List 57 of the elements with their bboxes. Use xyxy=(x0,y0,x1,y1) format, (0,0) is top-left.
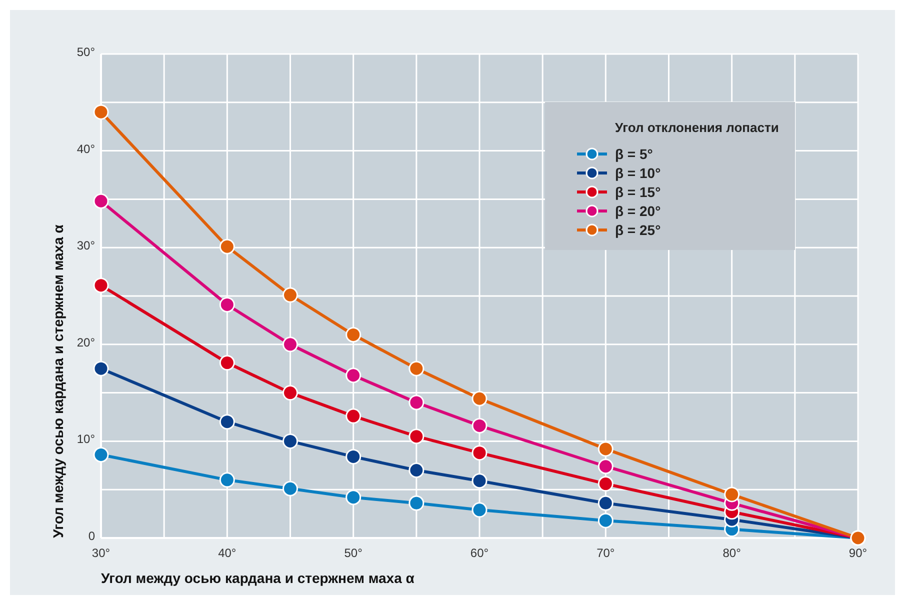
y-tick-label: 40° xyxy=(76,142,96,156)
point xyxy=(219,355,235,371)
legend-label: β = 10° xyxy=(615,165,661,181)
point xyxy=(93,278,109,294)
point xyxy=(598,476,614,492)
point xyxy=(472,502,488,518)
point xyxy=(472,445,488,461)
point xyxy=(598,441,614,457)
point xyxy=(346,368,362,384)
point xyxy=(408,360,424,376)
y-tick-label: 20° xyxy=(76,335,96,350)
point xyxy=(408,495,424,511)
x-tick-label: 70° xyxy=(596,546,615,560)
point xyxy=(346,408,362,424)
point xyxy=(219,238,235,254)
x-tick-label: 40° xyxy=(218,546,236,560)
point xyxy=(598,512,614,528)
point xyxy=(282,336,298,352)
point xyxy=(282,287,298,303)
y-tick-label: 50° xyxy=(76,45,96,59)
point xyxy=(598,495,614,511)
x-axis-title: Угол между осью кардана и стержнем маха α xyxy=(101,570,415,586)
y-tick-label: 10° xyxy=(76,432,96,446)
x-tick-label: 30° xyxy=(92,546,110,560)
point xyxy=(219,414,235,430)
point xyxy=(472,418,488,434)
legend-label: β = 5° xyxy=(615,146,653,162)
x-tick-label: 50° xyxy=(344,546,363,560)
point xyxy=(93,104,109,120)
point xyxy=(346,326,362,342)
y-tick-label: 0 xyxy=(88,529,96,543)
point xyxy=(346,448,362,464)
point xyxy=(282,480,298,496)
legend-title: Угол отклонения лопасти xyxy=(615,120,779,135)
point xyxy=(93,193,109,209)
x-tick-label: 80° xyxy=(722,546,742,560)
point xyxy=(282,433,298,449)
point xyxy=(346,490,362,506)
point xyxy=(408,394,424,410)
point xyxy=(598,458,614,474)
point xyxy=(93,360,109,376)
point xyxy=(408,428,424,444)
point xyxy=(472,390,488,406)
y-tick-label: 30° xyxy=(76,238,96,253)
point xyxy=(408,462,424,478)
point xyxy=(93,447,109,462)
legend-label: β = 15° xyxy=(615,184,661,200)
legend-label: β = 25° xyxy=(615,222,661,238)
point xyxy=(724,486,740,502)
y-axis-title: Угол между осью кардана и стержнем маха α xyxy=(50,224,66,538)
point xyxy=(472,473,488,489)
point xyxy=(282,385,298,401)
x-tick-label: 90° xyxy=(848,546,868,560)
legend-label: β = 20° xyxy=(615,203,661,219)
point xyxy=(219,296,235,312)
point xyxy=(219,472,235,488)
x-tick-label: 60° xyxy=(470,546,489,560)
